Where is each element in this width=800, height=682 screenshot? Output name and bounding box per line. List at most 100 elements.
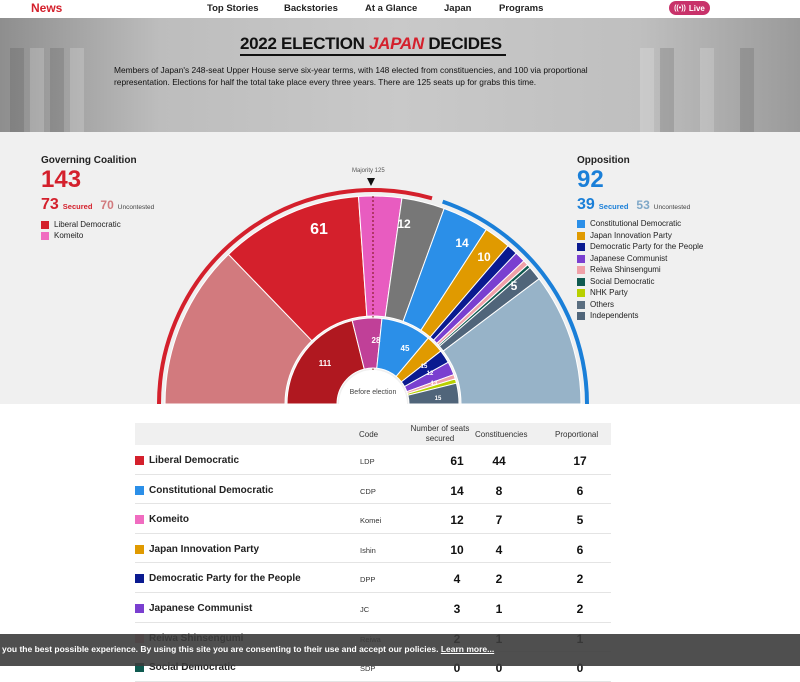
page-title: 2022 ELECTION JAPAN DECIDES: [240, 34, 502, 54]
coalition-total: 143: [41, 166, 82, 193]
independents-before-label: 15: [435, 396, 442, 402]
legend-label: Japan Innovation Party: [590, 230, 672, 240]
coalition-arc: [157, 188, 433, 405]
live-label: Live: [688, 3, 705, 13]
ishin-seat-label: 10: [477, 250, 491, 264]
opposition-arc: [442, 199, 589, 405]
cookie-learn-more-link[interactable]: Learn more...: [440, 644, 495, 654]
nav-item-programs[interactable]: Programs: [499, 3, 544, 14]
opposition-legend-item: Others: [577, 300, 727, 310]
proportional-seats: 6: [576, 542, 584, 557]
legend-swatch: [577, 254, 585, 263]
table-row[interactable]: Japan Innovation Party Ishin 10 4 6: [135, 534, 611, 564]
opposition-uncontested-label: Uncontested: [653, 204, 691, 211]
ldp-secured-segment[interactable]: [227, 195, 368, 342]
cdp-seat-label: 14: [455, 236, 469, 250]
ishin-before-label: 15: [421, 364, 428, 370]
coalition-legend: Liberal Democratic Komeito: [41, 219, 154, 241]
legend-label: Democratic Party for the People: [590, 242, 704, 251]
opposition-uncontested-segment[interactable]: [442, 278, 582, 405]
coalition-secured: 73: [41, 196, 59, 213]
party-code: Ishin: [360, 545, 376, 555]
legend-label: Social Democratic: [590, 276, 655, 286]
nav-item-top-stories[interactable]: Top Stories: [207, 3, 259, 14]
before-election-center: [339, 370, 407, 404]
live-button[interactable]: ((•)) Live: [669, 1, 710, 15]
coalition-legend-item: Liberal Democratic: [41, 219, 154, 230]
intro-text: Members of Japan's 248-seat Upper House …: [114, 65, 588, 87]
party-code: JC: [360, 604, 370, 614]
party-name: Constitutional Democratic: [149, 484, 274, 496]
legend-swatch: [577, 266, 585, 274]
seats-secured: 14: [450, 483, 464, 498]
header-proportional: Proportional: [555, 430, 599, 439]
legend-label: Reiwa Shinsengumi: [590, 265, 661, 274]
legend-label: Liberal Democratic: [54, 220, 121, 229]
table-row[interactable]: Liberal Democratic LDP 61 44 17: [135, 445, 611, 475]
legend-swatch: [577, 289, 585, 297]
legend-swatch: [577, 220, 585, 228]
party-name: Japanese Communist: [149, 602, 253, 614]
coalition-title: Governing Coalition: [41, 155, 137, 166]
opposition-legend-item: Constitutional Democratic: [577, 219, 727, 229]
jc-before-label: 13: [431, 381, 438, 387]
cookie-text: you the best possible experience. By usi…: [2, 644, 441, 654]
legend-swatch: [577, 300, 585, 309]
seats-secured: 10: [450, 542, 464, 557]
independents-before-segment[interactable]: [407, 382, 460, 405]
legend-swatch: [577, 243, 585, 251]
constituency-seats: 44: [492, 454, 506, 468]
legend-swatch: [577, 231, 585, 240]
table-row[interactable]: Democratic Party for the People DPP 4 2 2: [135, 563, 611, 593]
hero-banner: 2022 ELECTION JAPAN DECIDES Members of J…: [0, 18, 800, 132]
before-election-label: Before election: [350, 389, 397, 396]
table-row[interactable]: Constitutional Democratic CDP 14 8 6: [135, 475, 611, 505]
opposition-legend-item: Democratic Party for the People: [577, 242, 727, 252]
opposition-legend-item: Japanese Communist: [577, 254, 727, 264]
opposition-legend-item: Reiwa Shinsengumi: [577, 265, 727, 275]
opposition-legend-item: Japan Innovation Party: [577, 231, 727, 241]
constituency-seats: 2: [495, 572, 503, 587]
title-accent: JAPAN: [369, 34, 424, 53]
legend-label: Komeito: [54, 231, 84, 240]
nav-item-japan[interactable]: Japan: [444, 3, 472, 14]
title-part-1: 2022 ELECTION: [240, 34, 370, 53]
logo-text: News: [31, 1, 63, 15]
ldp-before-label: 111: [319, 359, 332, 368]
title-part-2: DECIDES: [423, 34, 502, 53]
constituency-seats: 4: [495, 542, 503, 557]
party-code: DPP: [360, 575, 376, 585]
legend-swatch: [41, 220, 49, 229]
ldp-before-segment[interactable]: [286, 319, 365, 405]
party-color-swatch: [135, 544, 144, 554]
opposition-secured-label: Secured: [598, 202, 629, 211]
legend-label: NHK Party: [590, 288, 628, 297]
cdp-before-label: 45: [401, 344, 410, 353]
party-code: LDP: [360, 457, 375, 466]
nav-item-backstories[interactable]: Backstories: [284, 3, 338, 14]
top-navigation: News Top Stories Backstories At a Glance…: [0, 0, 800, 18]
cookie-banner: you the best possible experience. By usi…: [0, 634, 800, 666]
opposition-legend-item: Social Democratic: [577, 277, 727, 287]
header-code: Code: [359, 430, 379, 439]
table-header: Code Number of seats secured Constituenc…: [135, 423, 611, 445]
opposition-title: Opposition: [577, 155, 630, 166]
coalition-secured-label: Secured: [62, 202, 93, 211]
coalition-summary: Governing Coalition 143 73 Secured 70 Un…: [41, 155, 154, 241]
proportional-seats: 6: [576, 483, 584, 498]
opposition-legend-item: NHK Party: [577, 288, 727, 298]
nav-item-at-a-glance[interactable]: At a Glance: [365, 3, 418, 14]
site-logo[interactable]: News: [31, 1, 62, 15]
seats-secured: 3: [453, 601, 461, 616]
proportional-seats: 2: [576, 572, 584, 587]
party-name: Democratic Party for the People: [149, 573, 301, 585]
party-code: CDP: [360, 486, 376, 496]
ldp-seat-label: 61: [310, 221, 328, 238]
party-name: Japan Innovation Party: [149, 543, 260, 555]
table-row[interactable]: Komeito Komei 12 7 5: [135, 504, 611, 534]
title-underline: [240, 54, 506, 56]
coalition-legend-item: Komeito: [41, 230, 154, 241]
table-row[interactable]: Japanese Communist JC 3 1 2: [135, 593, 611, 623]
constituency-seats: 1: [495, 601, 503, 616]
